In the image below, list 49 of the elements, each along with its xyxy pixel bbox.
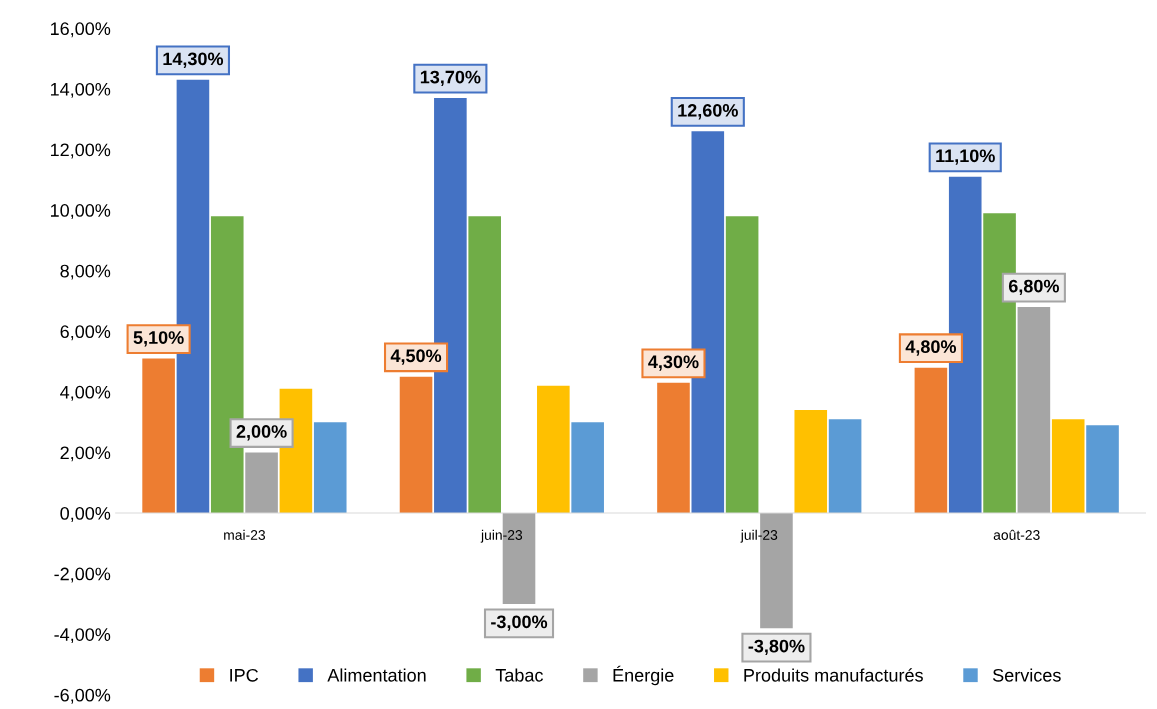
- y-tick-label: -6,00%: [54, 688, 111, 704]
- bar: [794, 410, 828, 514]
- legend-label: Alimentation: [327, 668, 426, 682]
- legend-label: Produits manufacturés: [744, 668, 923, 682]
- bar: [537, 385, 570, 514]
- x-tick-label: juin-23: [480, 529, 523, 543]
- y-tick-label: 14,00%: [50, 82, 111, 98]
- legend-label: Tabac: [495, 668, 543, 682]
- bar: [1051, 419, 1085, 514]
- data-label: 4,80%: [905, 340, 957, 356]
- y-tick-label: -4,00%: [54, 628, 111, 644]
- data-label: 4,30%: [648, 355, 699, 371]
- bar: [245, 452, 278, 514]
- bar: [313, 422, 347, 514]
- y-tick-label: 8,00%: [60, 264, 111, 280]
- bar: [828, 419, 862, 514]
- data-label: 11,10%: [936, 149, 995, 165]
- y-tick-label: 6,00%: [60, 325, 111, 341]
- bar: [914, 367, 948, 514]
- legend-label: Énergie: [613, 665, 674, 686]
- legend-label: Services: [992, 668, 1061, 682]
- y-tick-label: 2,00%: [60, 446, 111, 462]
- x-tick-label: mai-23: [224, 529, 266, 540]
- bar: [399, 376, 433, 514]
- bar: [571, 422, 604, 514]
- bar: [1017, 307, 1051, 514]
- bar: [1086, 425, 1119, 514]
- data-label: -3,00%: [491, 615, 548, 631]
- x-tick-label: juil-23: [740, 529, 778, 543]
- data-label: 4,50%: [390, 349, 442, 365]
- legend-label: IPC: [230, 668, 259, 682]
- bar: [725, 216, 759, 514]
- y-tick-label: 4,00%: [60, 385, 111, 401]
- y-tick-label: -2,00%: [54, 567, 111, 583]
- bar: [142, 358, 175, 514]
- y-tick-label: 12,00%: [50, 143, 111, 159]
- y-tick-label: 10,00%: [50, 204, 111, 219]
- data-label: 12,60%: [678, 103, 738, 120]
- bar: [468, 216, 501, 514]
- y-tick-label: 16,00%: [50, 22, 111, 38]
- data-label: 13,70%: [420, 70, 481, 87]
- data-label: 14,30%: [163, 52, 224, 68]
- x-tick-label: août-23: [993, 529, 1040, 540]
- data-label: 6,80%: [1008, 279, 1059, 296]
- y-tick-label: 0,00%: [60, 506, 111, 522]
- data-label: 5,10%: [133, 331, 184, 347]
- data-label: 2,00%: [236, 425, 287, 441]
- data-label: -3,80%: [748, 639, 805, 656]
- bar: [657, 382, 690, 514]
